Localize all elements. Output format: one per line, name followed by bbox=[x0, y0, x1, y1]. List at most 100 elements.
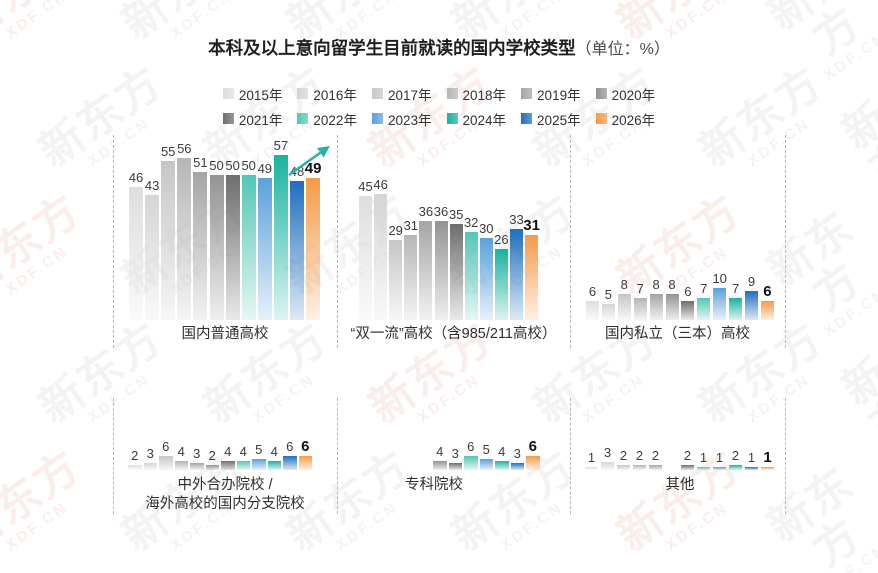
bar-2021 bbox=[449, 223, 463, 320]
legend-year-label: 2021年 bbox=[238, 112, 283, 128]
bar-value-label: 29 bbox=[388, 223, 403, 239]
title-unit-label: （单位：%） bbox=[575, 41, 670, 58]
bar-value-label: 6 bbox=[684, 283, 692, 299]
watermark-brand-text: 新东方 bbox=[0, 185, 90, 305]
bar-2025 bbox=[510, 463, 524, 470]
bar-2026 bbox=[760, 300, 774, 320]
legend-year-label: 2023年 bbox=[387, 112, 432, 128]
bar-2021 bbox=[681, 300, 695, 320]
legend-year-label: 2022年 bbox=[313, 112, 357, 128]
bar-2019 bbox=[193, 172, 208, 320]
divider-dashed bbox=[785, 398, 786, 514]
bar-value-label: 4 bbox=[498, 443, 506, 459]
bar-value-label: 8 bbox=[668, 277, 676, 293]
legend-item-2018: 2018年 bbox=[446, 84, 506, 104]
bar-value-label: 8 bbox=[620, 277, 628, 293]
bar-2018 bbox=[404, 234, 418, 320]
divider-dashed bbox=[570, 398, 571, 514]
legend-item-2020: 2020年 bbox=[595, 84, 655, 104]
divider-dashed bbox=[337, 398, 338, 514]
panel-category-label: 其他 bbox=[665, 477, 695, 493]
legend-year-label: 2026年 bbox=[611, 112, 656, 128]
panel-other: 1 3 2 2 2 2 1 1 2 1 1 其他 bbox=[570, 398, 790, 516]
bar-value-label: 31 bbox=[403, 217, 419, 233]
bar-2015 bbox=[586, 300, 599, 320]
bar-2017 bbox=[159, 456, 173, 470]
legend-swatch-icon bbox=[297, 88, 309, 99]
panel-category-label: 国内普通高校 bbox=[181, 326, 269, 342]
bar-2018 bbox=[177, 157, 192, 320]
bar-value-label: 33 bbox=[509, 212, 524, 228]
trend-up-arrow-icon bbox=[288, 145, 330, 177]
bar-2015 bbox=[359, 196, 372, 320]
bar-value-label: 46 bbox=[128, 169, 144, 185]
bar-value-label: 57 bbox=[273, 137, 289, 153]
bar-2016 bbox=[601, 304, 615, 320]
divider-dashed bbox=[785, 135, 786, 348]
bar-2017 bbox=[161, 160, 176, 320]
bar-2025 bbox=[745, 291, 758, 320]
bar-value-label: 8 bbox=[652, 277, 660, 293]
legend-item-2023: 2023年 bbox=[371, 109, 432, 129]
bar-value-label: 36 bbox=[418, 204, 434, 219]
bar-value-label: 5 bbox=[604, 287, 613, 302]
bar-value-label: 4 bbox=[436, 443, 444, 459]
bar-value-label: 3 bbox=[513, 446, 521, 462]
panel-ordinary-universities: 46 43 55 56 51 50 50 50 49 57 48 49 国内普通高校 bbox=[113, 135, 337, 348]
bar-2026 bbox=[526, 456, 540, 470]
bar-value-label: 31 bbox=[523, 216, 540, 234]
legend-year-label: 2017年 bbox=[387, 87, 432, 103]
legend-item-2025: 2025年 bbox=[521, 109, 581, 129]
bar-value-label: 2 bbox=[731, 447, 740, 463]
bar-value-label: 56 bbox=[177, 140, 192, 156]
bar-2016 bbox=[145, 195, 160, 320]
bar-2015 bbox=[129, 186, 143, 320]
bar-2023 bbox=[252, 458, 266, 470]
bar-2022 bbox=[236, 460, 250, 470]
bar-2020 bbox=[433, 460, 447, 470]
bar-2023 bbox=[713, 467, 726, 470]
bar-2023 bbox=[479, 458, 493, 470]
bar-2018 bbox=[633, 464, 646, 470]
watermark-domain-text: XDF.CN bbox=[2, 242, 72, 299]
bar-value-label: 49 bbox=[304, 159, 322, 177]
panel-joint-institutions: 2 3 6 4 3 2 4 4 5 4 6 6 中外合办院校 / 海外高校的国内分支院校 bbox=[113, 398, 337, 516]
bar-2019 bbox=[649, 294, 663, 320]
bar-value-label: 7 bbox=[700, 280, 708, 296]
divider-dashed bbox=[113, 398, 114, 514]
bar-value-label: 6 bbox=[528, 438, 537, 456]
bar-2015 bbox=[585, 467, 598, 470]
panel-category-label: 海外高校的国内分支院校 bbox=[145, 496, 305, 512]
legend-item-2022: 2022年 bbox=[297, 109, 357, 129]
bar-2024 bbox=[273, 154, 288, 320]
divider-dashed bbox=[570, 135, 571, 348]
bar-2016 bbox=[374, 193, 388, 320]
divider-dashed bbox=[337, 135, 338, 348]
bar-value-label: 10 bbox=[712, 271, 727, 286]
legend-swatch-icon bbox=[595, 88, 607, 99]
bar-value-label: 2 bbox=[635, 447, 644, 463]
bar-2024 bbox=[267, 460, 281, 470]
legend-year-label: 2016年 bbox=[313, 87, 357, 103]
bar-2019 bbox=[419, 221, 433, 320]
watermark-brand-text: 新东方 bbox=[0, 441, 90, 561]
bar-2023 bbox=[257, 177, 272, 320]
legend-swatch-icon bbox=[521, 88, 533, 99]
bar-value-label: 6 bbox=[162, 439, 170, 455]
bar-value-label: 6 bbox=[301, 438, 310, 456]
bar-value-label: 9 bbox=[747, 274, 756, 290]
bar-2022 bbox=[697, 297, 711, 320]
bar-2019 bbox=[649, 464, 662, 470]
bar-value-label: 3 bbox=[193, 446, 201, 462]
bar-value-label: 4 bbox=[224, 443, 232, 459]
bar-value-label: 5 bbox=[255, 441, 263, 457]
page-title: 本科及以上意向留学生目前就读的国内学校类型（单位：%） bbox=[0, 35, 878, 60]
bar-value-label: 3 bbox=[451, 446, 459, 462]
bar-2018 bbox=[633, 297, 647, 320]
panel-double-first-class: 45 46 29 31 36 36 35 32 30 26 33 31 “双一流”高校（含985/211… bbox=[337, 135, 570, 348]
bar-2024 bbox=[729, 464, 742, 470]
bar-2016 bbox=[143, 463, 157, 470]
bar-value-label: 45 bbox=[358, 179, 373, 195]
bar-2021 bbox=[681, 464, 694, 470]
